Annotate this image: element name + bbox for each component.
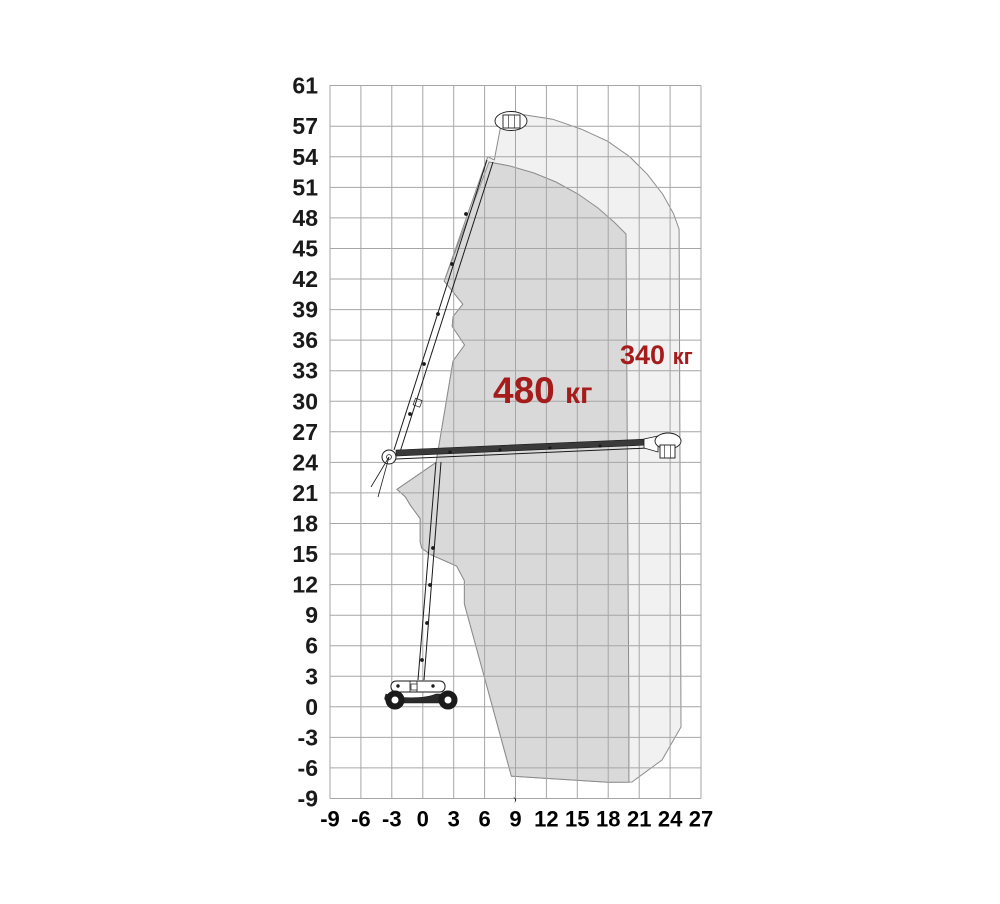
svg-text:61: 61 [292,73,318,99]
svg-text:18: 18 [596,807,620,832]
svg-text:18: 18 [292,511,318,537]
svg-text:340 кг: 340 кг [620,340,693,370]
svg-text:27: 27 [292,419,318,445]
svg-text:51: 51 [292,174,318,200]
svg-text:9: 9 [509,807,521,832]
svg-text:9: 9 [305,602,318,628]
svg-text:48: 48 [292,205,318,231]
svg-text:6: 6 [478,807,490,832]
svg-text:480 кг: 480 кг [493,370,593,411]
svg-text:12: 12 [292,572,318,598]
svg-text:33: 33 [292,358,318,384]
svg-text:-9: -9 [298,786,318,812]
svg-text:3: 3 [305,663,318,689]
svg-text:-6: -6 [298,755,318,781]
svg-text:27: 27 [689,807,713,832]
svg-text:45: 45 [292,236,318,262]
svg-text:15: 15 [292,541,318,567]
svg-text:36: 36 [292,327,318,353]
svg-text:39: 39 [292,297,318,323]
svg-text:30: 30 [292,388,318,414]
svg-text:3: 3 [448,807,460,832]
svg-text:12: 12 [534,807,558,832]
svg-text:-3: -3 [382,807,402,832]
svg-text:0: 0 [305,694,318,720]
svg-text:-9: -9 [320,807,340,832]
svg-text:21: 21 [627,807,651,832]
svg-text:21: 21 [292,480,318,506]
svg-text:24: 24 [292,449,318,475]
svg-text:0: 0 [417,807,429,832]
svg-text:-3: -3 [298,724,318,750]
svg-text:57: 57 [292,113,318,139]
svg-text:-6: -6 [351,807,371,832]
svg-text:24: 24 [658,807,683,832]
svg-text:54: 54 [292,144,318,170]
svg-text:42: 42 [292,266,318,292]
svg-text:6: 6 [305,633,318,659]
svg-text:15: 15 [565,807,589,832]
